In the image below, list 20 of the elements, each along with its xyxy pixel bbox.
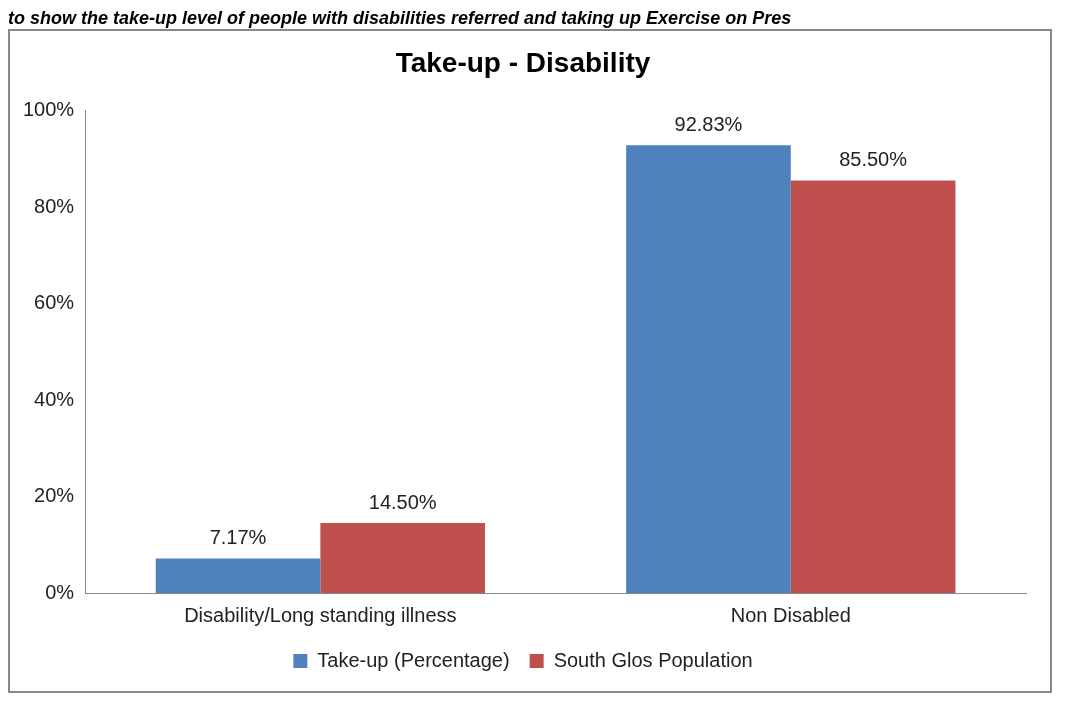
data-label: 7.17%: [209, 525, 267, 548]
bar: [320, 523, 486, 593]
bar: [626, 145, 791, 593]
chart-title: Take-up - Disability: [395, 46, 651, 78]
x-tick-label: Non Disabled: [730, 603, 851, 626]
data-label: 14.50%: [368, 490, 437, 513]
bar: [790, 180, 956, 593]
y-tick-label: 20%: [34, 484, 75, 507]
text: to show the take-up level of people with disabilities referred and taking up Exercise on Pres: [8, 8, 793, 29]
y-tick-label: 60%: [34, 291, 75, 314]
y-tick-label: 100%: [23, 98, 75, 121]
legend-label: Take-up (Percentage): [317, 648, 510, 671]
y-tick-label: 0%: [45, 580, 75, 603]
y-tick-label: 80%: [34, 194, 75, 217]
bar: [155, 558, 321, 593]
data-label: 92.83%: [674, 112, 743, 135]
y-tick-label: 40%: [34, 387, 75, 410]
x-tick-label: Disability/Long standing illness: [184, 603, 457, 626]
legend-label: South Glos Population: [553, 648, 753, 671]
data-label: 85.50%: [839, 148, 908, 171]
